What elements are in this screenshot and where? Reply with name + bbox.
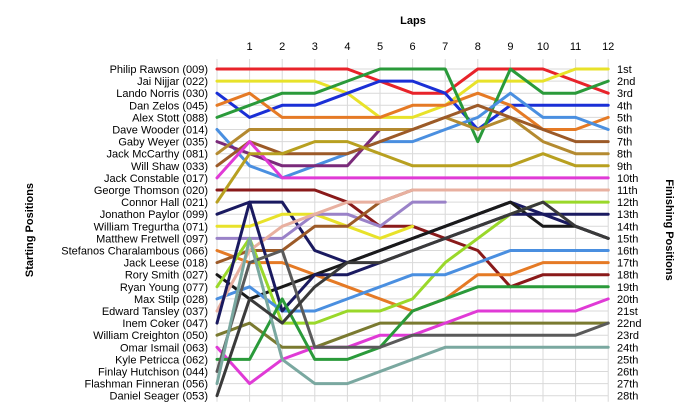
starting-position-label: Inem Coker (047) <box>122 318 208 330</box>
lap-tick-label: 3 <box>312 41 318 53</box>
starting-position-label: Jai Nijjar (022) <box>137 76 208 88</box>
series-line <box>215 67 610 144</box>
lap-tick-label: 5 <box>377 41 383 53</box>
lap-tick-label: 11 <box>570 41 581 53</box>
starting-position-label: Omar Ismail (063) <box>120 342 208 354</box>
starting-position-label: Stefanos Charalambous (066) <box>61 246 208 258</box>
x-axis-title: Laps <box>400 15 426 27</box>
starting-position-label: William Creighton (050) <box>93 330 208 342</box>
starting-position-label: Ryan Young (077) <box>120 282 208 294</box>
finishing-position-label: 22nd <box>617 318 641 330</box>
series-line <box>215 140 610 180</box>
series-line <box>215 67 610 95</box>
lap-tick-label: 1 <box>247 41 253 53</box>
starting-position-label: Jack McCarthy (081) <box>107 149 208 161</box>
series-line <box>215 200 610 301</box>
finishing-position-label: 15th <box>617 233 638 245</box>
starting-position-label: Lando Norris (030) <box>116 88 208 100</box>
finishing-position-label: 1st <box>617 64 632 76</box>
lap-tick-label: 4 <box>344 41 350 53</box>
lap-tick-label: 8 <box>475 41 481 53</box>
finishing-position-label: 27th <box>617 379 638 391</box>
finishing-position-label: 11th <box>617 185 638 197</box>
finishing-position-label: 6th <box>617 125 632 137</box>
finishing-position-label: 19th <box>617 282 638 294</box>
finishing-position-label: 28th <box>617 391 638 403</box>
starting-position-label: Connor Hall (021) <box>121 197 208 209</box>
finishing-position-label: 21st <box>617 306 638 318</box>
starting-position-label: George Thomson (020) <box>94 185 208 197</box>
series-line <box>215 140 610 204</box>
lap-tick-label: 7 <box>442 41 448 53</box>
series-line <box>215 249 610 373</box>
lap-tick-label: 9 <box>507 41 513 53</box>
starting-position-label: Jack Constable (017) <box>104 173 208 185</box>
finishing-position-label: 25th <box>617 354 638 366</box>
finishing-position-label: 23rd <box>617 330 639 342</box>
starting-position-label: Edward Tansley (037) <box>102 306 208 318</box>
series-line <box>215 285 610 361</box>
starting-position-label: Daniel Seager (053) <box>110 391 208 403</box>
finishing-position-label: 26th <box>617 367 638 379</box>
lap-tick-label: 2 <box>279 41 285 53</box>
starting-position-label: Jonathon Paylor (099) <box>100 209 208 221</box>
starting-position-label: Kyle Petricca (062) <box>115 354 208 366</box>
finishing-position-label: 16th <box>617 246 638 258</box>
finishing-position-label: 24th <box>617 342 638 354</box>
series-line <box>215 67 610 119</box>
lap-tick-labels: 1 2 3 4 5 6 7 8 9 10 11 12 <box>247 41 615 53</box>
right-axis-title: Finishing Positions <box>663 179 675 280</box>
starting-position-label: William Tregurtha (071) <box>94 221 208 233</box>
finishing-position-label: 3rd <box>617 88 633 100</box>
starting-position-labels: Philip Rawson (009)Jai Nijjar (022)Lando… <box>61 64 208 403</box>
finishing-position-label: 9th <box>617 161 632 173</box>
series-line <box>215 200 447 240</box>
lap-tick-label: 12 <box>602 41 614 53</box>
finishing-position-label: 14th <box>617 221 638 233</box>
series-line <box>215 128 382 168</box>
finishing-position-label: 7th <box>617 137 632 149</box>
finishing-position-label: 20th <box>617 294 638 306</box>
finishing-position-label: 17th <box>617 258 638 270</box>
starting-position-label: Philip Rawson (009) <box>110 64 208 76</box>
starting-position-label: Alex Stott (088) <box>132 112 208 124</box>
starting-position-label: Finlay Hutchison (044) <box>98 367 208 379</box>
starting-position-label: Jack Leese (018) <box>124 258 208 270</box>
series-line <box>215 79 610 131</box>
series-line <box>215 321 610 349</box>
starting-position-label: Flashman Finneran (056) <box>84 379 208 391</box>
starting-position-label: Max Stilp (028) <box>134 294 208 306</box>
starting-position-label: Gaby Weyer (035) <box>118 137 208 149</box>
starting-position-label: Dan Zelos (045) <box>129 100 208 112</box>
lap-tick-label: 10 <box>537 41 549 53</box>
finishing-position-label: 10th <box>617 173 638 185</box>
finishing-position-label: 12th <box>617 197 638 209</box>
driver-series <box>215 67 610 398</box>
starting-position-label: Rory Smith (027) <box>125 270 208 282</box>
finishing-position-label: 5th <box>617 112 632 124</box>
starting-position-label: Will Shaw (033) <box>131 161 208 173</box>
starting-position-label: Dave Wooder (014) <box>112 125 208 137</box>
starting-position-label: Matthew Fretwell (097) <box>96 233 208 245</box>
left-axis-title: Starting Positions <box>24 183 36 277</box>
finishing-position-label: 8th <box>617 149 632 161</box>
lap-tick-label: 6 <box>410 41 416 53</box>
finishing-position-label: 4th <box>617 100 632 112</box>
finishing-position-label: 2nd <box>617 76 635 88</box>
finishing-position-labels: 1st2nd3rd4th5th6th7th8th9th10th11th12th1… <box>617 64 641 403</box>
finishing-position-label: 18th <box>617 270 638 282</box>
series-line <box>215 200 610 398</box>
series-line <box>215 188 610 313</box>
finishing-position-label: 13th <box>617 209 638 221</box>
series-line <box>215 236 610 386</box>
